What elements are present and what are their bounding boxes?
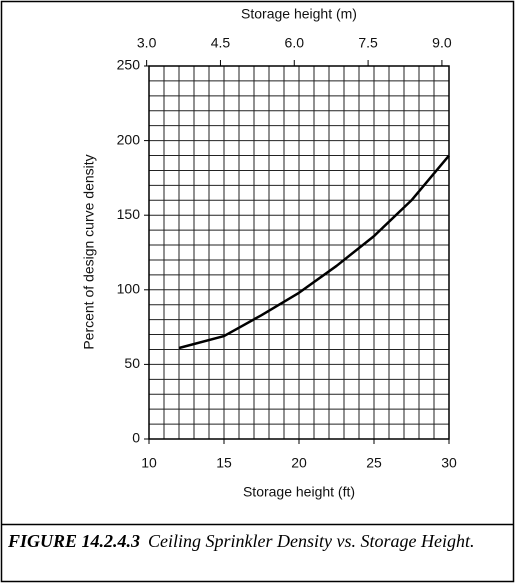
x2-tick-label: 3.0 — [137, 35, 157, 51]
x-tick-label: 30 — [441, 455, 457, 471]
y-tick-label: 250 — [117, 57, 141, 73]
y-tick-label: 200 — [117, 131, 141, 147]
y-tick-label: 150 — [117, 206, 141, 222]
curve — [178, 154, 450, 350]
x-tick-label: 10 — [141, 455, 157, 471]
x-tick-label: 20 — [291, 455, 307, 471]
y-axis-label: Percent of design curve density — [81, 154, 97, 349]
y-tick-label: 0 — [132, 430, 140, 446]
x2-tick-label: 7.5 — [358, 35, 378, 51]
y-tick-label: 50 — [124, 355, 140, 371]
caption-text: Ceiling Sprinkler Density vs. Storage He… — [148, 531, 475, 551]
x-axis-label: Storage height (ft) — [243, 484, 355, 500]
x2-tick-label: 6.0 — [285, 35, 305, 51]
x2-tick-label: 4.5 — [211, 35, 231, 51]
y-tick-label: 100 — [117, 281, 141, 297]
caption: FIGURE 14.2.4.3 Ceiling Sprinkler Density… — [8, 530, 508, 552]
caption-label: FIGURE 14.2.4.3 — [8, 531, 141, 551]
x-tick-label: 15 — [216, 455, 232, 471]
x2-axis-label: Storage height (m) — [241, 6, 357, 22]
x-tick-label: 25 — [366, 455, 382, 471]
x2-tick-label: 9.0 — [432, 35, 452, 51]
